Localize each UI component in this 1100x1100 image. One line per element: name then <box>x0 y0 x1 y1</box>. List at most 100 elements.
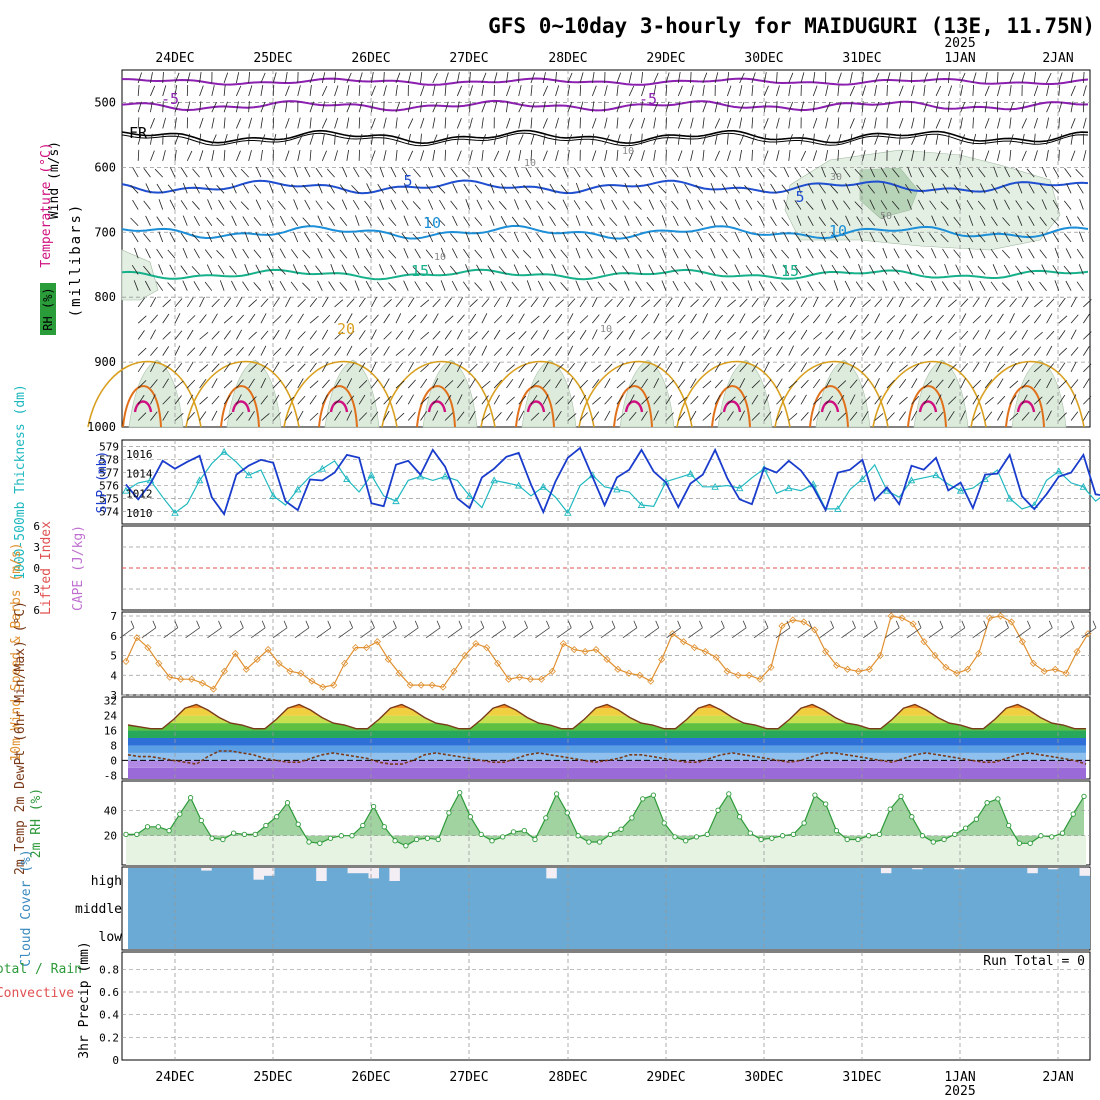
wind-barb <box>1070 329 1077 340</box>
wind-barb <box>735 166 741 178</box>
wind-barb <box>584 200 593 210</box>
wind-barb <box>653 298 662 308</box>
wind-barb <box>266 232 274 243</box>
wind-barb <box>867 216 875 227</box>
surface-wind-barb-feather <box>152 620 157 628</box>
wind-barb <box>898 364 908 373</box>
wind-barb <box>997 378 1004 389</box>
surface-wind-barb <box>950 627 966 639</box>
wind-barb <box>721 248 728 259</box>
wind-speed-marker <box>789 616 797 624</box>
wind-barb <box>451 248 458 259</box>
wind-speed-marker <box>472 640 480 648</box>
wind-barb <box>646 249 655 259</box>
bottom-day-label: 31DEC <box>842 1070 881 1085</box>
wind-speed-marker <box>723 667 731 675</box>
wind-barb <box>476 199 483 210</box>
thickness-marker <box>907 476 916 484</box>
wind-barb <box>260 149 263 161</box>
wind-barb <box>444 101 449 113</box>
wind-barb <box>309 72 315 84</box>
wind-barb <box>137 362 145 373</box>
rh-marker <box>392 838 398 844</box>
pressure-tick-label: 800 <box>94 290 116 304</box>
wind-barb <box>677 379 686 389</box>
wind-barb <box>727 378 735 389</box>
wind-barb <box>757 168 765 178</box>
thickness-marker <box>1005 494 1014 502</box>
wind-barb <box>162 299 172 308</box>
wind-barb <box>285 117 290 129</box>
wind-barb <box>874 363 882 373</box>
wind-barb <box>837 101 842 113</box>
wind-barb <box>444 380 454 389</box>
thickness-marker <box>711 482 719 490</box>
wind-barb <box>211 363 220 373</box>
wind-barb <box>1082 85 1087 97</box>
wind-barb <box>849 379 858 389</box>
surface-wind-barb <box>797 627 813 639</box>
wind-speed-marker <box>833 661 841 669</box>
wind-barb <box>1046 85 1050 97</box>
wind-barb <box>672 248 679 259</box>
wind-barb <box>935 362 942 373</box>
wind-barb <box>481 149 484 161</box>
precip-total-label: Total / Rain <box>0 962 82 977</box>
wind-barb <box>783 232 790 243</box>
surface-wind-barb <box>272 627 288 639</box>
wind-barb <box>763 133 767 145</box>
wind-barb <box>579 347 589 356</box>
wind-barb <box>1033 85 1039 97</box>
wind-barb <box>355 215 360 226</box>
wind-barb <box>984 329 991 340</box>
wind-barb <box>941 281 949 291</box>
surface-wind-barb <box>513 627 528 639</box>
wind-barb <box>526 280 532 291</box>
wind-barb <box>579 297 587 308</box>
wind-barb <box>739 298 748 308</box>
wind-barb <box>432 363 441 373</box>
wind-barb <box>763 101 767 113</box>
wind-barb <box>1065 215 1072 226</box>
wind-speed-marker <box>679 638 688 646</box>
rh-marker <box>467 814 474 820</box>
wind-barb <box>223 362 231 373</box>
wind-barb <box>972 315 982 324</box>
rh-marker <box>779 833 786 839</box>
wind-barb <box>916 184 925 194</box>
wind-barb <box>432 410 439 421</box>
wind-barb <box>506 85 511 97</box>
wind-barb <box>162 150 166 161</box>
isotherm-30 <box>1016 400 1036 413</box>
thickness-tick-label: 576 <box>99 480 119 493</box>
wind-barb <box>947 85 953 97</box>
wind-barb <box>487 167 495 178</box>
rh-marker <box>209 835 215 841</box>
wind-barb <box>788 117 791 129</box>
surface-wind-barb-feather <box>371 620 375 628</box>
temp-tick-label: 0 <box>110 754 117 767</box>
isotherm-25 <box>613 385 653 428</box>
wind-barb <box>616 348 626 356</box>
wind-barb <box>684 216 691 227</box>
rh-swatch <box>40 283 56 335</box>
cloud-clear-bar <box>912 868 923 870</box>
wind-barb <box>407 394 414 405</box>
surface-wind-barb-feather <box>174 620 179 628</box>
rh-marker <box>274 814 280 820</box>
wind-barb <box>648 199 655 210</box>
wind-barb <box>960 313 967 324</box>
isotherm-20 <box>872 360 987 428</box>
surface-wind-barb-feather <box>567 620 572 628</box>
wind-barb <box>990 281 998 291</box>
wind-barb <box>315 265 323 275</box>
wind-barb <box>462 281 470 291</box>
wind-barb <box>186 329 194 340</box>
wind-barb <box>942 183 949 194</box>
wind-barb <box>891 200 900 210</box>
wind-barb <box>776 85 780 97</box>
wind-barb <box>371 85 376 97</box>
wind-barb <box>290 281 299 291</box>
wind-barb <box>624 248 630 259</box>
wind-barb <box>420 85 425 97</box>
